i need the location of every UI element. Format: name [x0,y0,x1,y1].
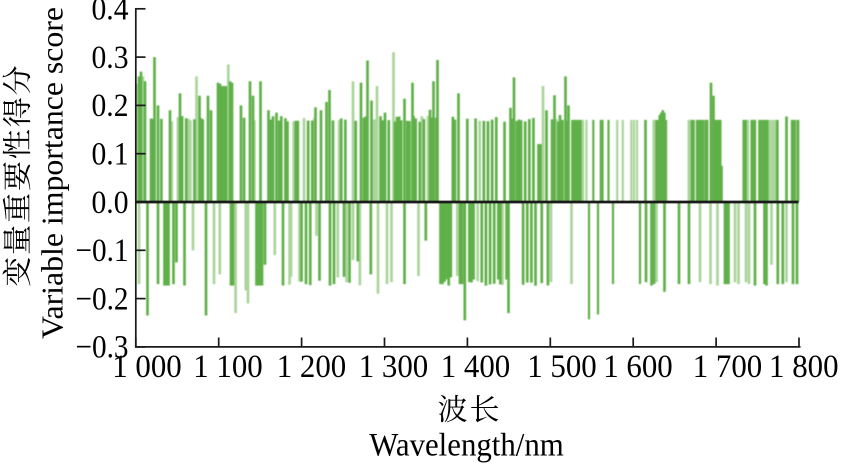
svg-text:−0.1: −0.1 [76,233,129,269]
svg-text:1 800: 1 800 [769,349,839,385]
svg-text:1 400: 1 400 [441,349,511,385]
svg-text:0.3: 0.3 [92,40,129,76]
svg-text:0.2: 0.2 [92,88,129,124]
svg-text:1 300: 1 300 [359,349,429,385]
svg-text:1 000: 1 000 [112,349,182,385]
svg-text:0.4: 0.4 [92,0,129,28]
svg-text:1 500: 1 500 [527,349,597,385]
svg-text:1 700: 1 700 [693,349,763,385]
svg-text:Variable importance score: Variable importance score [35,7,70,339]
svg-text:1 200: 1 200 [277,349,347,385]
svg-text:1 600: 1 600 [603,349,673,385]
svg-text:−0.3: −0.3 [76,330,129,366]
svg-text:Wavelength/nm: Wavelength/nm [369,428,564,464]
svg-text:1 100: 1 100 [193,349,263,385]
svg-text:−0.2: −0.2 [76,281,129,317]
svg-text:0.0: 0.0 [92,185,129,221]
svg-text:0.1: 0.1 [92,137,129,173]
